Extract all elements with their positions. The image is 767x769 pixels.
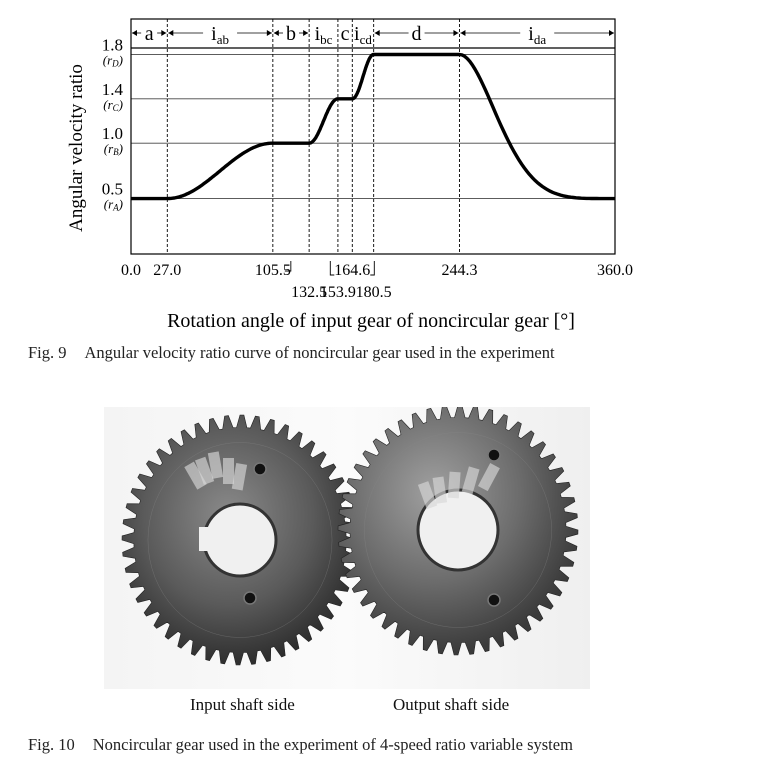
interval-ibc: ibc — [315, 23, 333, 47]
plot-frame — [130, 18, 616, 255]
interval-iab: iab — [168, 23, 272, 47]
marker-tape — [194, 456, 215, 485]
ratio-curve-layer — [131, 52, 615, 201]
gear-keyway — [199, 527, 213, 551]
marker-tape — [207, 451, 224, 479]
gear-bolt-hole — [487, 593, 501, 607]
marker-tape — [417, 481, 438, 510]
interval-arrow-head — [609, 30, 614, 36]
x-tick-label: 0.0 — [121, 262, 141, 279]
interval-arrow-head — [303, 30, 309, 36]
figure-10-caption: Fig. 10 Noncircular gear used in the expe… — [28, 735, 573, 755]
marker-tape — [432, 476, 448, 504]
x-tick-bracket — [370, 261, 375, 276]
input-shaft-side-label: Input shaft side — [190, 695, 295, 714]
interval-arrow-head — [453, 30, 459, 36]
interval-label: ida — [528, 23, 546, 47]
interval-label: ibc — [315, 23, 333, 47]
chart-grid — [131, 19, 615, 254]
x-tick-label: 153.9 — [320, 284, 356, 301]
interval-arrow-head — [168, 30, 174, 36]
gear-bolt-hole — [487, 448, 501, 462]
figure-9-number: Fig. 9 — [28, 343, 67, 362]
interval-icd: icd — [354, 23, 372, 47]
interval-arrow-head — [266, 30, 272, 36]
y-tick-label: 0.5 — [102, 180, 123, 199]
interval-b: b — [273, 23, 309, 45]
y-tick-label: 1.0 — [102, 124, 123, 143]
interval-arrow-head — [273, 30, 279, 36]
interval-label: icd — [354, 23, 372, 47]
interval-label: c — [341, 23, 350, 45]
x-tick-label: 164.6 — [334, 262, 370, 279]
output-gear-image — [337, 404, 579, 656]
interval-c: c — [341, 23, 350, 45]
x-tick-label: 132.5 — [291, 284, 327, 301]
x-tick-bracket — [284, 261, 292, 272]
x-tick-label: 27.0 — [153, 262, 181, 279]
y-axis-title: Angular velocity ratio — [66, 64, 87, 232]
interval-label: iab — [211, 23, 229, 47]
angular-velocity-ratio-chart: Angular velocity ratio a iab b ibc c icd d ida … — [66, 18, 633, 332]
interval-label: b — [286, 23, 296, 45]
interval-arrow-head — [132, 30, 137, 36]
interval-d: d — [374, 23, 459, 45]
x-axis-label: Rotation angle of input gear of noncircu… — [167, 310, 575, 332]
interval-ida: ida — [460, 23, 614, 47]
y-tick-label: 1.8 — [102, 35, 123, 54]
marker-tape — [223, 458, 234, 484]
interval-a: a — [132, 23, 167, 45]
output-shaft-side-label: Output shaft side — [393, 695, 510, 714]
marker-tape — [447, 471, 461, 499]
gear-bolt-hole — [243, 591, 257, 605]
y-tick-sublabel: (rC) — [103, 97, 123, 113]
marker-tape — [231, 462, 248, 491]
figure-9-caption: Fig. 9 Angular velocity ratio curve of no… — [28, 343, 555, 363]
gear-ring — [364, 432, 552, 628]
figure-10-caption-text: Noncircular gear used in the experiment … — [92, 735, 573, 754]
marker-tape — [184, 461, 207, 490]
y-tick-sublabel: (rD) — [103, 52, 123, 68]
x-tick-label: 360.0 — [597, 262, 633, 279]
interval-arrow-head — [460, 30, 466, 36]
ratio-curve — [131, 52, 615, 201]
interval-arrow-head — [161, 30, 167, 36]
x-tick-label: 105.5 — [255, 262, 291, 279]
interval-band: a iab b ibc c icd d ida — [131, 23, 615, 49]
y-tick-label: 1.4 — [102, 80, 124, 99]
interval-label: a — [145, 23, 154, 45]
x-tick-bracket — [329, 261, 335, 276]
input-gear-image — [121, 414, 359, 666]
x-tick-label: 180.5 — [356, 284, 392, 301]
gear-bolt-hole — [253, 462, 267, 476]
y-tick-sublabel: (rA) — [104, 197, 123, 213]
marker-tape — [477, 463, 500, 492]
interval-arrow-head — [374, 30, 380, 36]
y-tick-labels: 0.5(rA) 1.0(rB) 1.4(rC) 1.8(rD) — [102, 35, 124, 212]
figure-9-caption-text: Angular velocity ratio curve of noncircu… — [84, 343, 555, 362]
gear-photo — [104, 404, 590, 689]
gear-ring — [147, 442, 333, 638]
marker-tape — [461, 466, 480, 495]
x-tick-label: 244.3 — [441, 262, 477, 279]
interval-label: d — [412, 23, 422, 45]
y-tick-sublabel: (rB) — [104, 141, 123, 157]
figure-10-number: Fig. 10 — [28, 735, 75, 754]
gear-bore — [202, 502, 278, 578]
y-axis-label: Angular velocity ratio — [66, 64, 87, 232]
